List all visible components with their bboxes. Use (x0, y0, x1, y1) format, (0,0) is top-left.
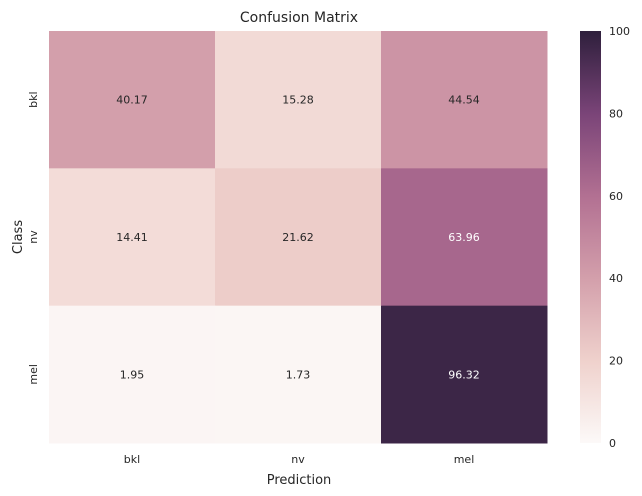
colorbar (580, 31, 601, 443)
heatmap-cell (49, 31, 216, 169)
cell-value-label: 14.41 (116, 231, 148, 244)
heatmap-cell (381, 168, 548, 307)
chart-title: Confusion Matrix (240, 10, 358, 26)
y-tick-labels: bkl nv mel (27, 91, 40, 384)
x-tick-label: bkl (124, 453, 140, 466)
y-axis-label: Class (11, 220, 26, 254)
y-tick-label: bkl (27, 91, 40, 107)
cell-value-label: 40.17 (116, 94, 148, 107)
heatmap-cell (381, 31, 548, 169)
x-tick-label: nv (291, 453, 305, 466)
heatmap-cell (215, 305, 382, 444)
cell-value-label: 1.73 (286, 368, 311, 381)
heatmap-cell (381, 305, 548, 444)
colorbar-tick-label: 20 (609, 355, 623, 368)
colorbar-tick-label: 100 (609, 25, 630, 38)
cell-value-label: 1.95 (120, 368, 145, 381)
heatmap-cell (215, 168, 382, 307)
heatmap-cell (49, 168, 216, 307)
heatmap-cell (49, 305, 216, 444)
x-tick-labels: bkl nv mel (124, 453, 474, 466)
heatmap-cell (215, 31, 382, 169)
x-tick-label: mel (454, 453, 475, 466)
cell-value-label: 15.28 (282, 94, 314, 107)
colorbar-tick-label: 60 (609, 190, 623, 203)
colorbar-tick-label: 40 (609, 272, 623, 285)
colorbar-tick-label: 80 (609, 107, 623, 120)
y-tick-label: nv (27, 230, 40, 244)
colorbar-tick-label: 0 (609, 437, 616, 450)
cell-value-label: 63.96 (448, 231, 480, 244)
cell-value-label: 21.62 (282, 231, 314, 244)
heatmap-cells: 40.17 15.28 44.54 14.41 21.62 63.96 1.95 1.73 96… (49, 31, 548, 444)
cell-value-label: 44.54 (448, 94, 480, 107)
cell-value-label: 96.32 (448, 368, 480, 381)
colorbar-tick-labels: 0 20 40 60 80 100 (609, 25, 630, 450)
x-axis-label: Prediction (267, 473, 332, 488)
y-tick-label: mel (27, 364, 40, 385)
